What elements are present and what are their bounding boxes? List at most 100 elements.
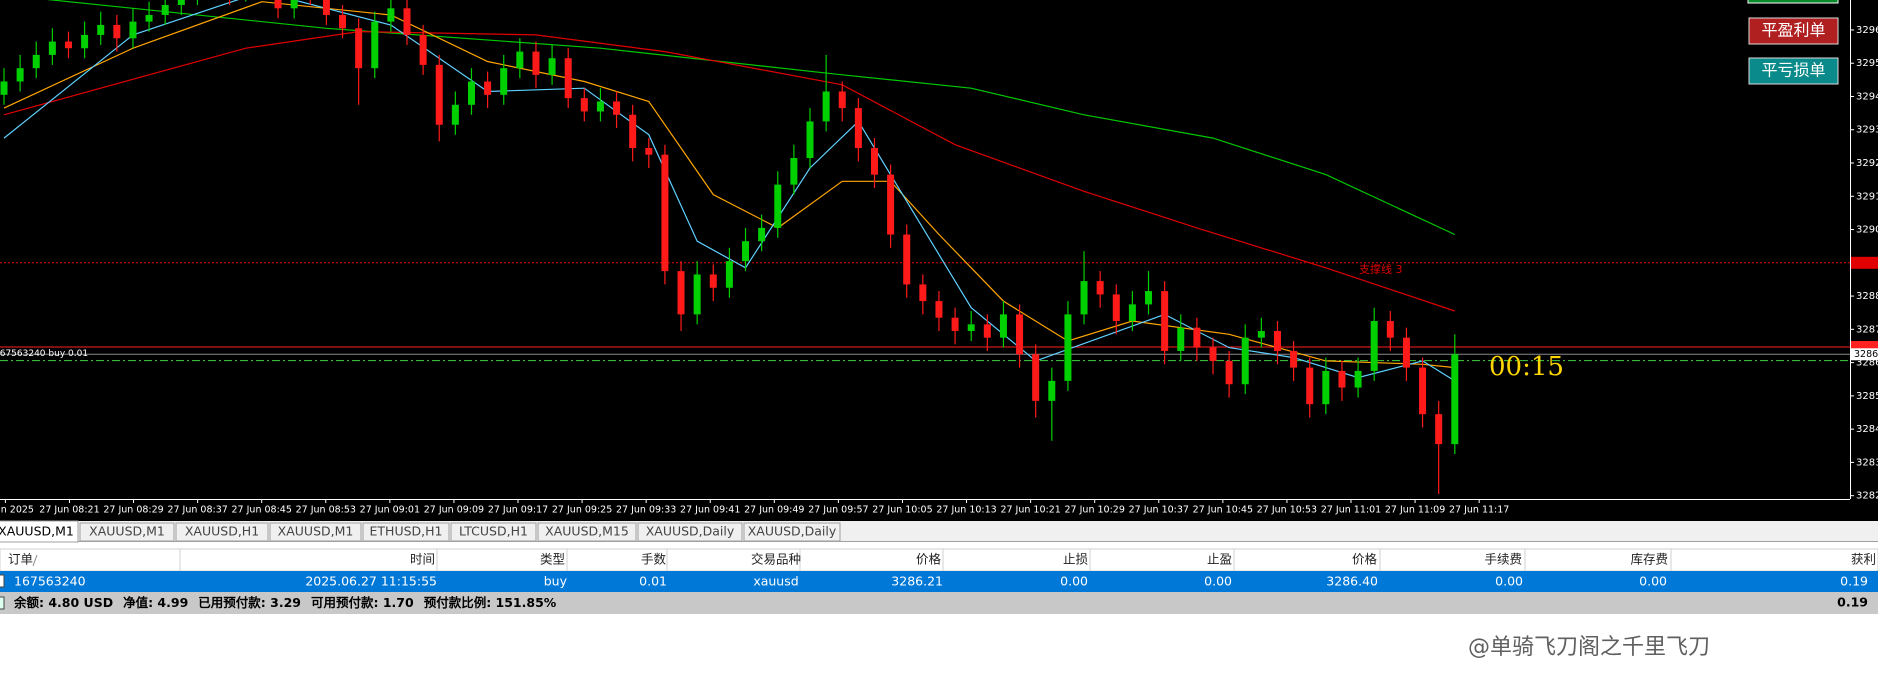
candle-body [983, 324, 991, 338]
table-cell[interactable]: 0.19 [1840, 574, 1868, 589]
action-button-label[interactable]: 平盈利单 [1761, 21, 1825, 40]
summary-profit: 0.19 [1837, 595, 1868, 610]
tab-label[interactable]: XAUUSD,Daily [646, 524, 735, 539]
tab-label[interactable]: ETHUSD,H1 [370, 524, 443, 539]
tab-label[interactable]: XAUUSD,M15 [545, 524, 629, 539]
candle-body [48, 41, 56, 55]
moving-average [46, 0, 1456, 236]
tab[interactable] [79, 522, 175, 542]
x-tick-label: 27 Jun 11:09 [1385, 505, 1445, 516]
action-button[interactable] [1748, 17, 1839, 45]
table-row-selected[interactable] [0, 571, 1878, 592]
candle-body [177, 0, 185, 5]
column-header[interactable]: 时间 [410, 552, 435, 567]
order-label: 167563240 buy 0.01 [0, 349, 88, 359]
candle-body [1354, 370, 1362, 388]
candle-body [854, 108, 862, 149]
table-cell[interactable]: 3286.40 [1326, 574, 1378, 589]
column-header[interactable]: 手续费 [1484, 552, 1522, 567]
candle-body [645, 148, 653, 155]
candle-body [145, 14, 153, 22]
table-cell[interactable]: 3286.21 [891, 574, 943, 589]
candle-body [1177, 327, 1185, 351]
summary-icon [0, 596, 5, 610]
candle-body [387, 8, 395, 22]
column-header[interactable]: 手数 [641, 552, 667, 567]
column-header[interactable]: 库存费 [1630, 552, 1668, 567]
column-header[interactable]: 订单 [8, 552, 33, 567]
candle-body [339, 14, 347, 29]
candle-body [1161, 291, 1169, 351]
bid-price-tag [1851, 348, 1878, 361]
candle-body [580, 98, 588, 112]
candle-body [97, 24, 105, 35]
x-tick-label: 27 Jun 09:49 [744, 505, 804, 516]
candle-body [451, 104, 459, 125]
x-tick-label: 27 Jun 08:29 [103, 505, 163, 516]
tab[interactable] [362, 522, 450, 542]
tab-label[interactable]: XAUUSD,Daily [748, 524, 837, 539]
tab[interactable] [637, 522, 743, 542]
table-cell[interactable]: 2025.06.27 11:15:55 [305, 574, 437, 589]
candle-body [1257, 331, 1265, 338]
tab-active[interactable] [0, 520, 79, 543]
y-tick-label: 3286.15 [1856, 358, 1878, 369]
y-tick-label: 3292.15 [1856, 158, 1878, 169]
column-header[interactable]: 价格 [1352, 552, 1378, 567]
candle-body [548, 58, 556, 75]
candle-body [999, 314, 1007, 338]
column-header[interactable]: 类型 [540, 552, 565, 567]
column-header[interactable]: 交易品种 [751, 552, 801, 567]
column-header[interactable]: 获利 [1851, 552, 1876, 567]
x-tick-label: 27 Jun 10:29 [1065, 505, 1125, 516]
table-cell[interactable]: 0.00 [1204, 574, 1232, 589]
candle-body [629, 114, 637, 149]
x-tick-label: 27 Jun 08:45 [232, 505, 292, 516]
table-cell[interactable]: 0.00 [1495, 574, 1523, 589]
tab-label[interactable]: XAUUSD,M1 [0, 524, 74, 539]
candle-body [758, 227, 766, 242]
orders-table: 订单 时间 类型 手数 交易品种 价格 止损 止盈 价格 手续费 库存费 获利 167563240 202… [8, 549, 1876, 610]
tab[interactable] [743, 522, 841, 542]
candle-body [484, 81, 492, 95]
tab[interactable] [450, 522, 537, 542]
x-tick-label: 27 Jun 11:17 [1449, 505, 1509, 516]
candle-body [935, 301, 943, 318]
table-cell[interactable]: buy [544, 574, 568, 589]
x-tick-label: 27 Jun 10:37 [1129, 505, 1189, 516]
candle-body [274, 0, 282, 9]
y-tick-label: 3295.15 [1856, 58, 1878, 69]
tab-label[interactable]: XAUUSD,H1 [185, 524, 259, 539]
action-button[interactable] [1748, 57, 1839, 85]
table-cell[interactable]: 0.01 [639, 574, 667, 589]
x-tick-label: 27 Jun 08:53 [296, 505, 356, 516]
table-cell[interactable]: 0.00 [1639, 574, 1667, 589]
table-cell[interactable]: xauusd [753, 574, 798, 589]
account-summary: 余额: 4.80 USD 净值: 4.99 已用预付款: 3.29 可用预付款: 1.… [13, 595, 557, 610]
tab-label[interactable]: XAUUSD,M1 [278, 524, 354, 539]
x-tick-label: 27 Jun 10:53 [1257, 505, 1317, 516]
x-tick-label: 27 Jun 2025 [0, 505, 34, 516]
table-cell[interactable]: 0.00 [1060, 574, 1088, 589]
column-header[interactable]: 止损 [1063, 552, 1089, 567]
summary-item: 可用预付款: 1.70 [311, 595, 414, 610]
table-cell[interactable]: 167563240 [14, 574, 86, 589]
plot-area: 支撑线 3 167563240 buy 0.01 00:15 [0, 0, 1850, 495]
tab[interactable] [537, 522, 637, 542]
candle-body [16, 68, 24, 82]
column-header[interactable]: 价格 [916, 552, 942, 567]
y-tick-label: 3285.15 [1856, 391, 1878, 402]
button-partial[interactable] [1747, 0, 1839, 4]
candle-body [113, 24, 121, 39]
tab-label[interactable]: XAUUSD,M1 [89, 524, 165, 539]
action-button-label[interactable]: 平亏损单 [1761, 61, 1825, 80]
tab[interactable] [269, 522, 362, 542]
tab-label[interactable]: LTCUSD,H1 [459, 524, 528, 539]
candle-body [1322, 370, 1330, 405]
candle-body [887, 174, 895, 235]
summary-item: 预付款比例: 151.85% [424, 595, 557, 610]
column-header[interactable]: 止盈 [1207, 552, 1232, 567]
tab[interactable] [175, 522, 269, 542]
candle-body [1370, 321, 1378, 371]
candle-body [903, 234, 911, 285]
